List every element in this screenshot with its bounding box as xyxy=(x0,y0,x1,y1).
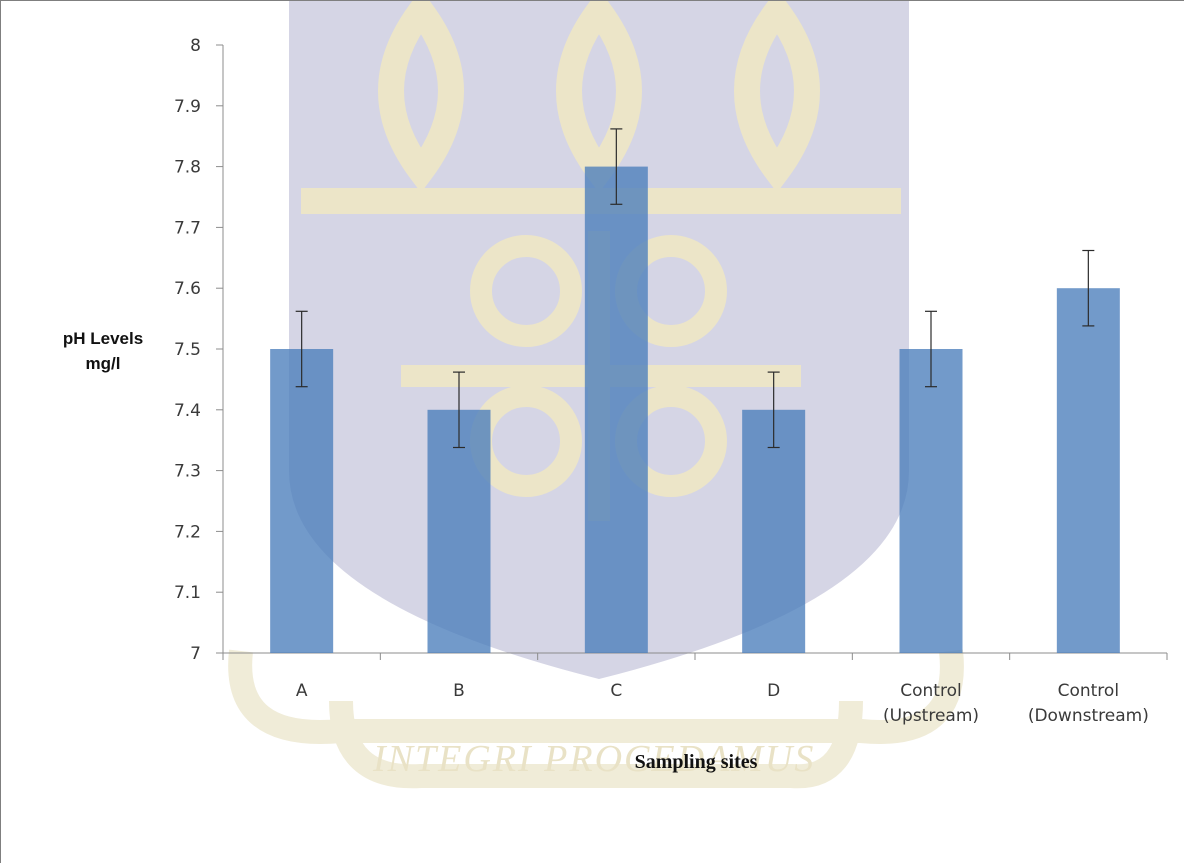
y-tick-label: 7.7 xyxy=(174,218,201,238)
watermark-motto: INTEGRI PROCEDAMUS xyxy=(372,738,815,780)
y-tick-label: 7.3 xyxy=(174,462,201,482)
x-category-labels: A B C D Control (Upstream) Control (Downstream) xyxy=(296,681,1149,726)
x-category-label: A xyxy=(296,681,308,701)
bar xyxy=(742,409,806,653)
bar xyxy=(427,409,491,653)
x-category-label: D xyxy=(767,681,780,701)
axes xyxy=(216,44,1168,660)
bar xyxy=(584,166,648,653)
y-tick-label: 7 xyxy=(190,644,201,664)
y-tick-label: 7.8 xyxy=(174,158,201,178)
x-category-label: Control (Downstream) xyxy=(1028,681,1149,726)
y-tick-label: 7.1 xyxy=(174,583,201,603)
y-tick-label: 7.4 xyxy=(174,401,201,421)
crest-ribbon xyxy=(228,649,964,789)
x-category-label: C xyxy=(610,681,622,701)
bars xyxy=(270,166,1120,653)
error-bars xyxy=(295,128,1095,449)
y-tick-label: 7.9 xyxy=(174,97,201,117)
bar xyxy=(899,349,963,653)
y-tick-label: 7.6 xyxy=(174,279,201,299)
y-tick-label: 7.2 xyxy=(174,522,201,542)
x-axis-label: Sampling sites xyxy=(635,751,758,773)
y-tick-label: 7.5 xyxy=(174,340,201,360)
y-axis-label: pH Levels mg/l xyxy=(63,329,143,373)
bar xyxy=(270,349,334,653)
y-tick-label: 8 xyxy=(190,36,201,56)
x-category-label: B xyxy=(453,681,465,701)
y-tick-labels: 7 7.1 7.2 7.3 7.4 7.5 7.6 7.7 7.8 7.9 8 xyxy=(174,36,201,664)
bar xyxy=(1056,288,1120,653)
x-category-label: Control (Upstream) xyxy=(883,681,979,726)
